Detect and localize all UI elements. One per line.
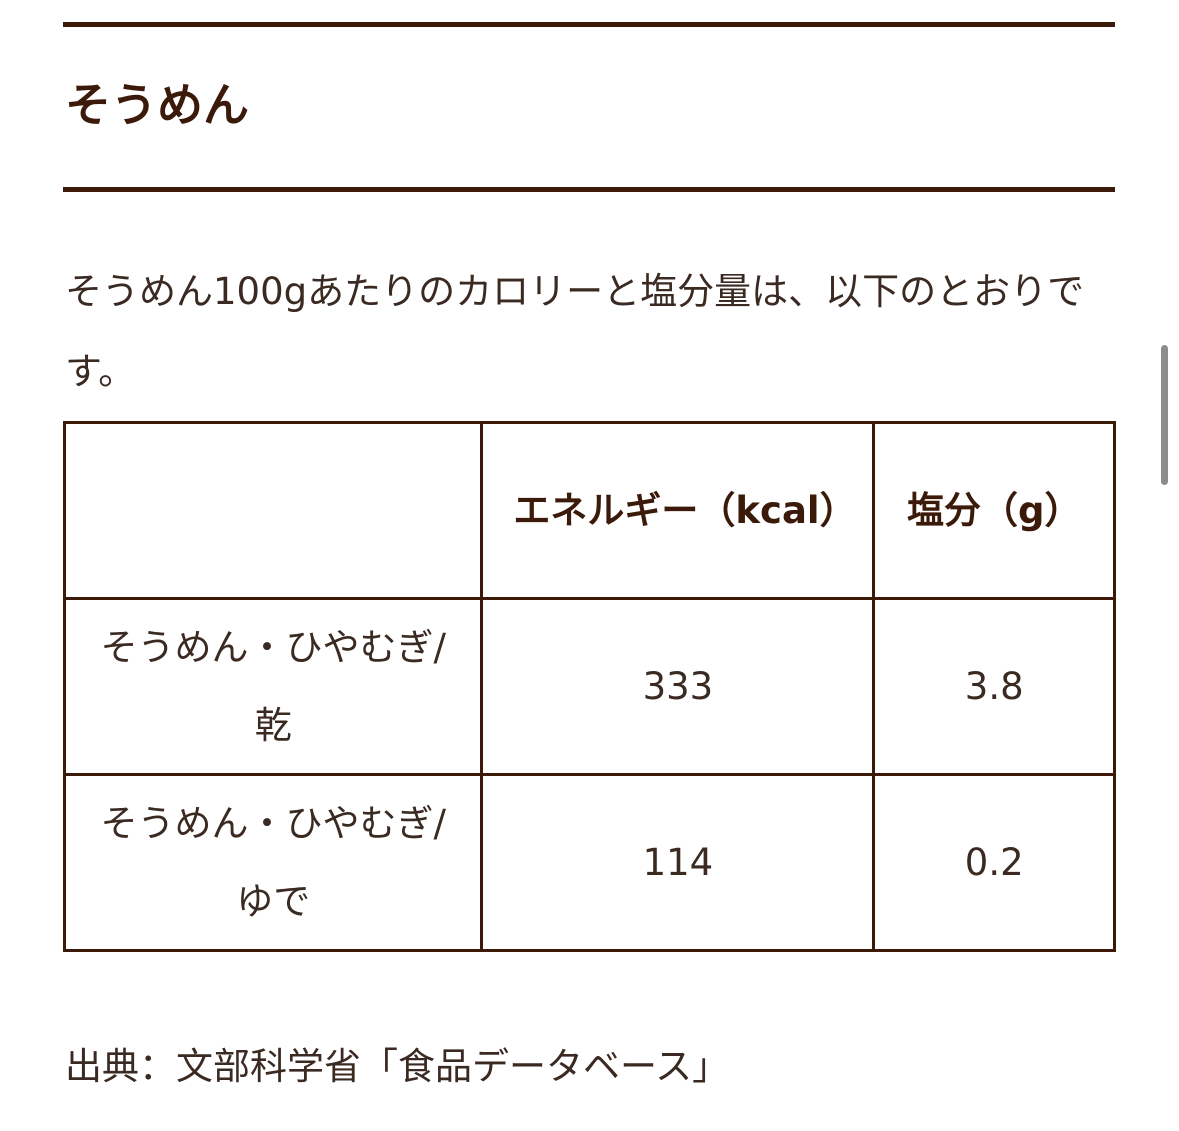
source-note: 出典：文部科学省「食品データベース」 xyxy=(65,1045,730,1088)
intro-text: そうめん100gあたりのカロリーと塩分量は、以下のとおりです。 xyxy=(65,270,1085,393)
heading-divider xyxy=(63,187,1115,192)
scrollbar[interactable] xyxy=(1161,345,1168,485)
food-name: そうめん・ひやむぎ/乾 xyxy=(62,597,484,776)
header-energy: エネルギー（kcal） xyxy=(480,421,876,600)
top-divider xyxy=(63,22,1115,27)
section-heading: そうめん xyxy=(65,78,249,132)
energy-value: 114 xyxy=(480,773,876,952)
energy-value: 333 xyxy=(480,597,876,776)
header-empty xyxy=(62,421,484,600)
salt-value: 3.8 xyxy=(872,597,1116,776)
food-name: そうめん・ひやむぎ/ゆで xyxy=(62,773,484,952)
salt-value: 0.2 xyxy=(872,773,1116,952)
table-row: そうめん・ひやむぎ/乾 333 3.8 xyxy=(62,597,1116,776)
nutrition-table: エネルギー（kcal） 塩分（g） そうめん・ひやむぎ/乾 333 3.8 そう… xyxy=(62,421,1116,952)
header-salt: 塩分（g） xyxy=(872,421,1116,600)
table-header-row: エネルギー（kcal） 塩分（g） xyxy=(62,421,1116,600)
table-row: そうめん・ひやむぎ/ゆで 114 0.2 xyxy=(62,773,1116,952)
